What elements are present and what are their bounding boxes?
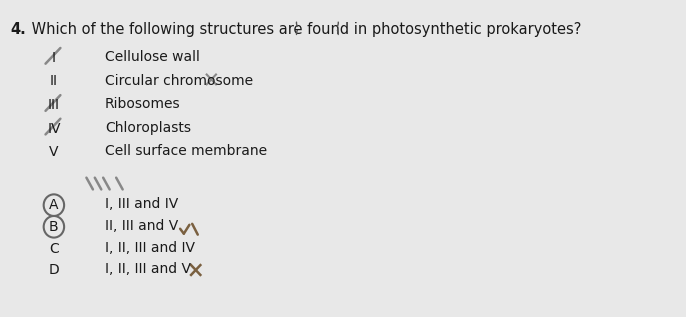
Text: A: A bbox=[49, 198, 58, 212]
Text: II: II bbox=[50, 74, 58, 88]
Text: IV: IV bbox=[47, 122, 60, 136]
Text: Cell surface membrane: Cell surface membrane bbox=[105, 144, 267, 158]
Text: III: III bbox=[48, 98, 60, 112]
Text: 4.: 4. bbox=[10, 23, 26, 37]
Text: I, II, III and IV: I, II, III and IV bbox=[105, 241, 195, 255]
Text: B: B bbox=[49, 220, 59, 234]
Text: I, III and IV: I, III and IV bbox=[105, 197, 178, 211]
Text: Chloroplasts: Chloroplasts bbox=[105, 121, 191, 135]
Text: II, III and V: II, III and V bbox=[105, 219, 178, 233]
Text: V: V bbox=[49, 145, 58, 159]
Text: Which of the following structures are found in photosynthetic prokaryotes?: Which of the following structures are fo… bbox=[27, 23, 581, 37]
Text: Cellulose wall: Cellulose wall bbox=[105, 50, 200, 64]
Text: D: D bbox=[49, 263, 59, 277]
Text: I, II, III and V: I, II, III and V bbox=[105, 262, 191, 276]
Text: C: C bbox=[49, 242, 59, 256]
Text: Circular chromosome: Circular chromosome bbox=[105, 74, 253, 87]
Text: I: I bbox=[52, 51, 56, 65]
Text: Ribosomes: Ribosomes bbox=[105, 97, 180, 111]
